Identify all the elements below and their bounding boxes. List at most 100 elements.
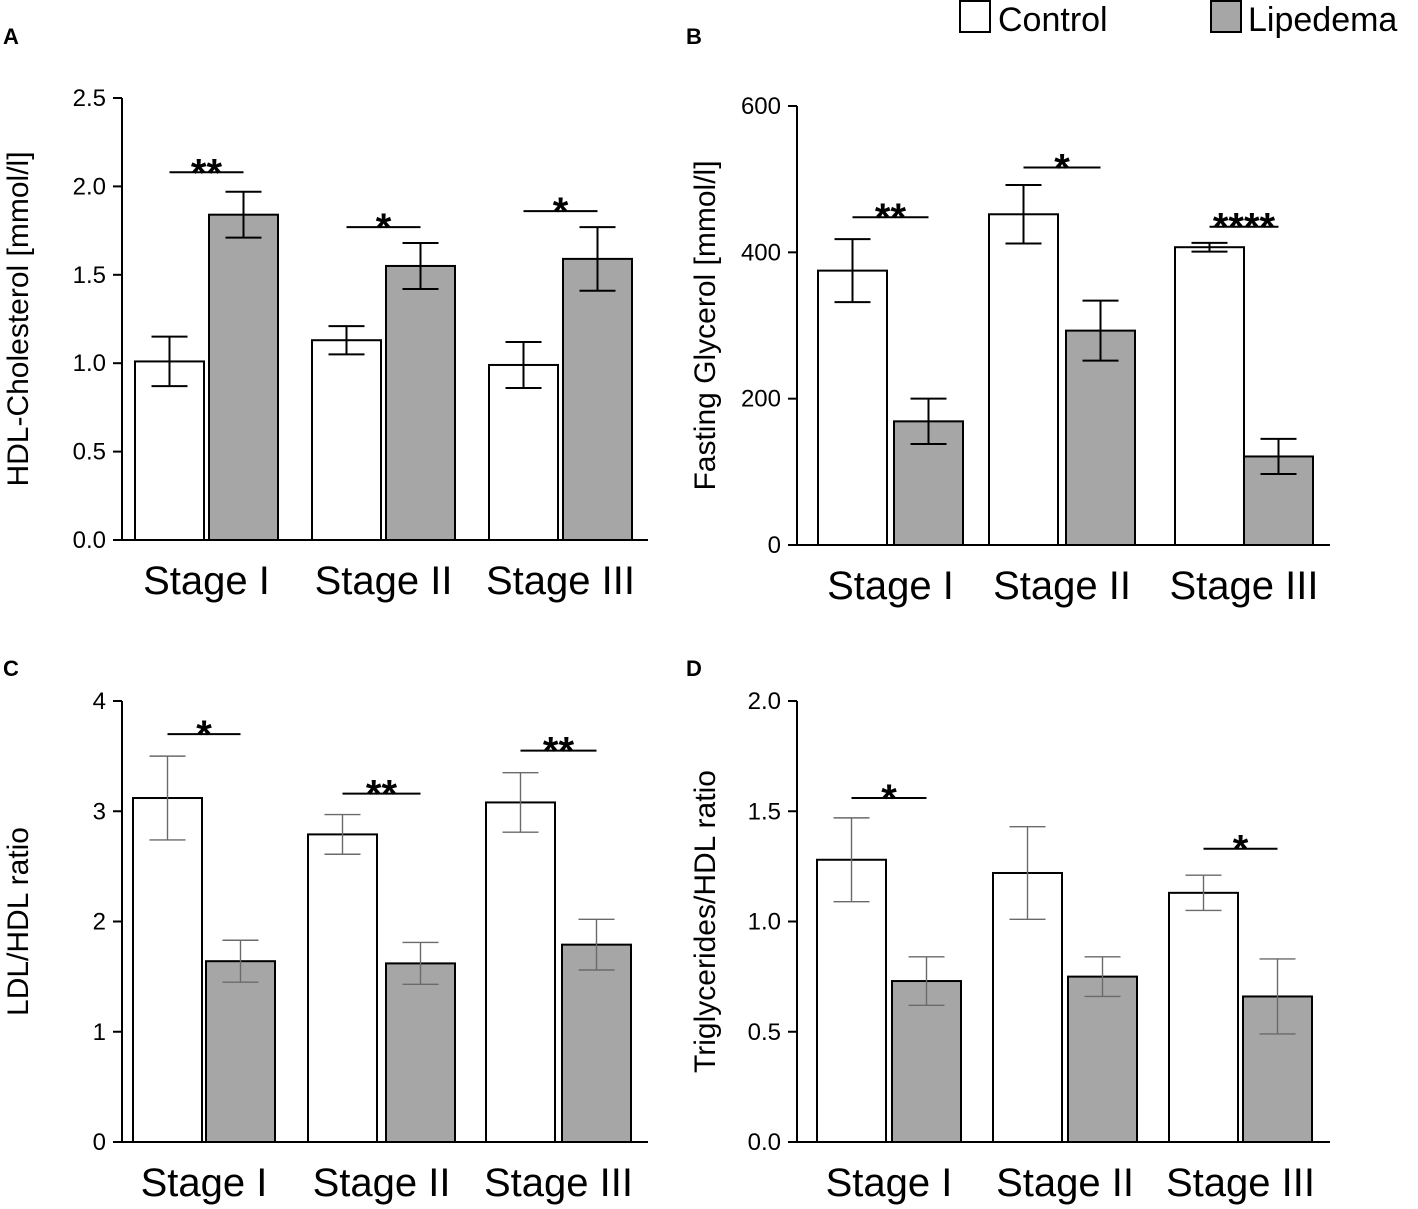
panel-a: A HDL-Cholesterol [mmol/l] 0.0 0.5 1.0 1.5 2.0… <box>2 24 648 603</box>
y-tick-label-d-1: 0.5 <box>748 1019 781 1046</box>
error-bar-b-lipedema-stage-1 <box>910 397 947 446</box>
y-tick-label-d-2: 1.0 <box>748 909 781 936</box>
legend-label-control: Control <box>998 1 1108 39</box>
y-tick-label-c-4: 4 <box>93 688 106 715</box>
error-bar-a-lipedema-stage-2 <box>402 241 439 290</box>
bar-a-lipedema-stage-1 <box>208 213 279 542</box>
legend-label-lipedema: Lipedema <box>1248 1 1397 39</box>
error-bar-a-control-stage-3 <box>505 340 542 389</box>
legend-swatch-control <box>959 0 991 33</box>
error-bar-c-lipedema-stage-2 <box>402 941 439 986</box>
y-tick-label-a-5: 2.5 <box>73 85 106 112</box>
panel-d: D Triglycerides/HDL ratio 0.0 0.5 1.0 1.5 2.0 S… <box>686 656 1330 1205</box>
panel-letter-b: B <box>686 24 702 49</box>
y-axis-title-a: HDL-Cholesterol [mmol/l] <box>2 151 35 486</box>
bar-a-lipedema-stage-3 <box>562 257 633 541</box>
significance-label-b-stage-2: * <box>1054 146 1070 190</box>
category-label-c-stage-3: Stage III <box>484 1161 633 1205</box>
y-tick-label-b-2: 400 <box>741 239 781 266</box>
bar-b-control-stage-2 <box>988 213 1059 547</box>
significance-label-a-stage-3: * <box>553 190 569 234</box>
bar-d-control-stage-3 <box>1168 891 1239 1144</box>
significance-label-d-stage-1: * <box>881 777 897 821</box>
y-tick-label-c-0: 0 <box>93 1129 106 1156</box>
legend: Control Lipedema <box>959 0 1397 39</box>
y-tick-label-a-4: 2.0 <box>73 173 106 200</box>
significance-label-c-stage-1: * <box>196 713 212 757</box>
y-tick-label-d-3: 1.5 <box>748 798 781 825</box>
significance-label-a-stage-2: * <box>376 206 392 250</box>
error-bar-b-control-stage-3 <box>1191 241 1228 253</box>
y-tick-label-a-3: 1.5 <box>73 262 106 289</box>
y-tick-label-c-1: 1 <box>93 1019 106 1046</box>
significance-label-c-stage-3: ** <box>543 730 575 774</box>
significance-label-c-stage-2: ** <box>366 773 398 817</box>
category-label-d-stage-2: Stage II <box>996 1161 1134 1205</box>
category-label-b-stage-2: Stage II <box>993 564 1131 608</box>
legend-swatch-lipedema <box>1210 0 1242 33</box>
category-label-c-stage-2: Stage II <box>313 1161 451 1205</box>
y-tick-label-b-3: 600 <box>741 93 781 120</box>
error-bar-c-control-stage-3 <box>502 771 539 833</box>
error-bar-b-lipedema-stage-3 <box>1260 437 1297 476</box>
bar-c-lipedema-stage-2 <box>385 962 456 1144</box>
error-bar-a-control-stage-1 <box>151 335 188 388</box>
y-tick-label-d-4: 2.0 <box>748 688 781 715</box>
category-label-a-stage-1: Stage I <box>143 559 270 603</box>
bar-c-control-stage-2 <box>307 833 378 1144</box>
error-bar-d-lipedema-stage-1 <box>908 956 945 1006</box>
y-tick-label-c-2: 2 <box>93 909 106 936</box>
y-tick-label-b-0: 0 <box>768 532 781 559</box>
error-bar-a-control-stage-2 <box>328 325 365 356</box>
panel-letter-c: C <box>3 656 19 681</box>
bar-c-lipedema-stage-1 <box>205 960 276 1143</box>
panel-letter-a: A <box>3 24 19 49</box>
error-bar-a-lipedema-stage-3 <box>579 226 616 292</box>
significance-label-b-stage-1: ** <box>875 196 907 240</box>
bar-b-control-stage-1 <box>817 269 888 546</box>
y-tick-label-a-2: 1.0 <box>73 350 106 377</box>
bar-a-control-stage-3 <box>488 363 559 541</box>
error-bar-b-control-stage-1 <box>834 238 871 304</box>
error-bar-c-control-stage-2 <box>324 813 361 855</box>
panels: A HDL-Cholesterol [mmol/l] 0.0 0.5 1.0 1.5 2.0… <box>2 24 1330 1205</box>
bar-b-lipedema-stage-2 <box>1065 329 1136 546</box>
y-tick-label-c-3: 3 <box>93 798 106 825</box>
bar-a-control-stage-1 <box>134 360 205 541</box>
category-label-a-stage-2: Stage II <box>315 559 453 603</box>
category-label-a-stage-3: Stage III <box>486 559 635 603</box>
y-axis-title-c: LDL/HDL ratio <box>2 827 35 1016</box>
y-axis-title-d: Triglycerides/HDL ratio <box>689 770 722 1073</box>
error-bar-d-control-stage-3 <box>1185 874 1222 912</box>
error-bar-d-lipedema-stage-3 <box>1259 958 1296 1035</box>
bar-b-control-stage-3 <box>1174 246 1245 546</box>
bar-c-control-stage-1 <box>132 797 203 1144</box>
bar-d-lipedema-stage-2 <box>1067 975 1138 1143</box>
error-bar-b-control-stage-2 <box>1005 184 1042 245</box>
error-bar-d-control-stage-1 <box>833 817 870 903</box>
category-label-b-stage-3: Stage III <box>1170 564 1319 608</box>
bar-a-control-stage-2 <box>311 339 382 541</box>
error-bar-c-control-stage-1 <box>149 755 186 841</box>
error-bar-b-lipedema-stage-2 <box>1082 299 1119 362</box>
significance-label-b-stage-3: **** <box>1213 206 1276 250</box>
category-label-b-stage-1: Stage I <box>827 564 954 608</box>
category-label-c-stage-1: Stage I <box>141 1161 268 1205</box>
category-label-d-stage-3: Stage III <box>1166 1161 1315 1205</box>
y-tick-label-a-1: 0.5 <box>73 439 106 466</box>
y-tick-label-a-0: 0.0 <box>73 527 106 554</box>
error-bar-c-lipedema-stage-3 <box>578 918 615 971</box>
y-tick-label-d-0: 0.0 <box>748 1129 781 1156</box>
bar-c-control-stage-3 <box>485 801 556 1143</box>
panel-b: B Fasting Glycerol [mmol/l] 0 200 400 600 Stag… <box>686 24 1330 608</box>
significance-label-d-stage-3: * <box>1233 828 1249 872</box>
error-bar-c-lipedema-stage-1 <box>222 939 259 983</box>
error-bar-d-lipedema-stage-2 <box>1084 956 1121 998</box>
bar-d-control-stage-1 <box>816 858 887 1143</box>
y-tick-label-b-1: 200 <box>741 386 781 413</box>
error-bar-a-lipedema-stage-1 <box>225 190 262 239</box>
error-bar-d-control-stage-2 <box>1009 825 1046 920</box>
category-label-d-stage-1: Stage I <box>826 1161 953 1205</box>
bar-c-lipedema-stage-3 <box>561 943 632 1144</box>
